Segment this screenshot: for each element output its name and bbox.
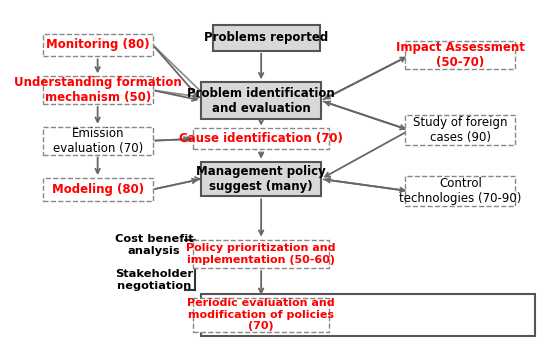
Text: Emission
evaluation (70): Emission evaluation (70) xyxy=(52,127,143,155)
FancyBboxPatch shape xyxy=(194,298,329,332)
Text: Understanding formation
mechanism (50): Understanding formation mechanism (50) xyxy=(14,76,182,104)
Text: Cause identification (70): Cause identification (70) xyxy=(179,132,343,145)
Text: Stakeholder
negotiation: Stakeholder negotiation xyxy=(115,269,193,291)
FancyBboxPatch shape xyxy=(406,41,516,69)
Text: Monitoring (80): Monitoring (80) xyxy=(46,38,149,51)
FancyBboxPatch shape xyxy=(213,25,320,51)
FancyBboxPatch shape xyxy=(201,161,321,197)
FancyBboxPatch shape xyxy=(194,128,329,150)
Text: Periodic evaluation and
modification of policies
(70): Periodic evaluation and modification of … xyxy=(187,298,335,331)
Text: Impact Assessment
(50-70): Impact Assessment (50-70) xyxy=(396,41,525,69)
Text: Modeling (80): Modeling (80) xyxy=(51,183,144,196)
FancyBboxPatch shape xyxy=(201,82,321,119)
FancyBboxPatch shape xyxy=(43,127,153,154)
Text: Policy prioritization and
implementation (50-60): Policy prioritization and implementation… xyxy=(187,243,336,265)
FancyBboxPatch shape xyxy=(43,178,153,201)
Text: Problems reported: Problems reported xyxy=(204,32,328,45)
Bar xyxy=(201,294,535,336)
Text: Control
technologies (70-90): Control technologies (70-90) xyxy=(399,177,522,205)
FancyBboxPatch shape xyxy=(406,115,516,145)
FancyBboxPatch shape xyxy=(43,76,153,104)
Text: Problem identification
and evaluation: Problem identification and evaluation xyxy=(187,87,335,115)
FancyBboxPatch shape xyxy=(406,176,516,206)
FancyBboxPatch shape xyxy=(43,34,153,56)
Text: Management policy
suggest (many): Management policy suggest (many) xyxy=(196,165,326,193)
Text: Study of foreign
cases (90): Study of foreign cases (90) xyxy=(413,116,507,144)
Text: Cost benefit
analysis: Cost benefit analysis xyxy=(115,234,193,256)
FancyBboxPatch shape xyxy=(194,240,329,268)
